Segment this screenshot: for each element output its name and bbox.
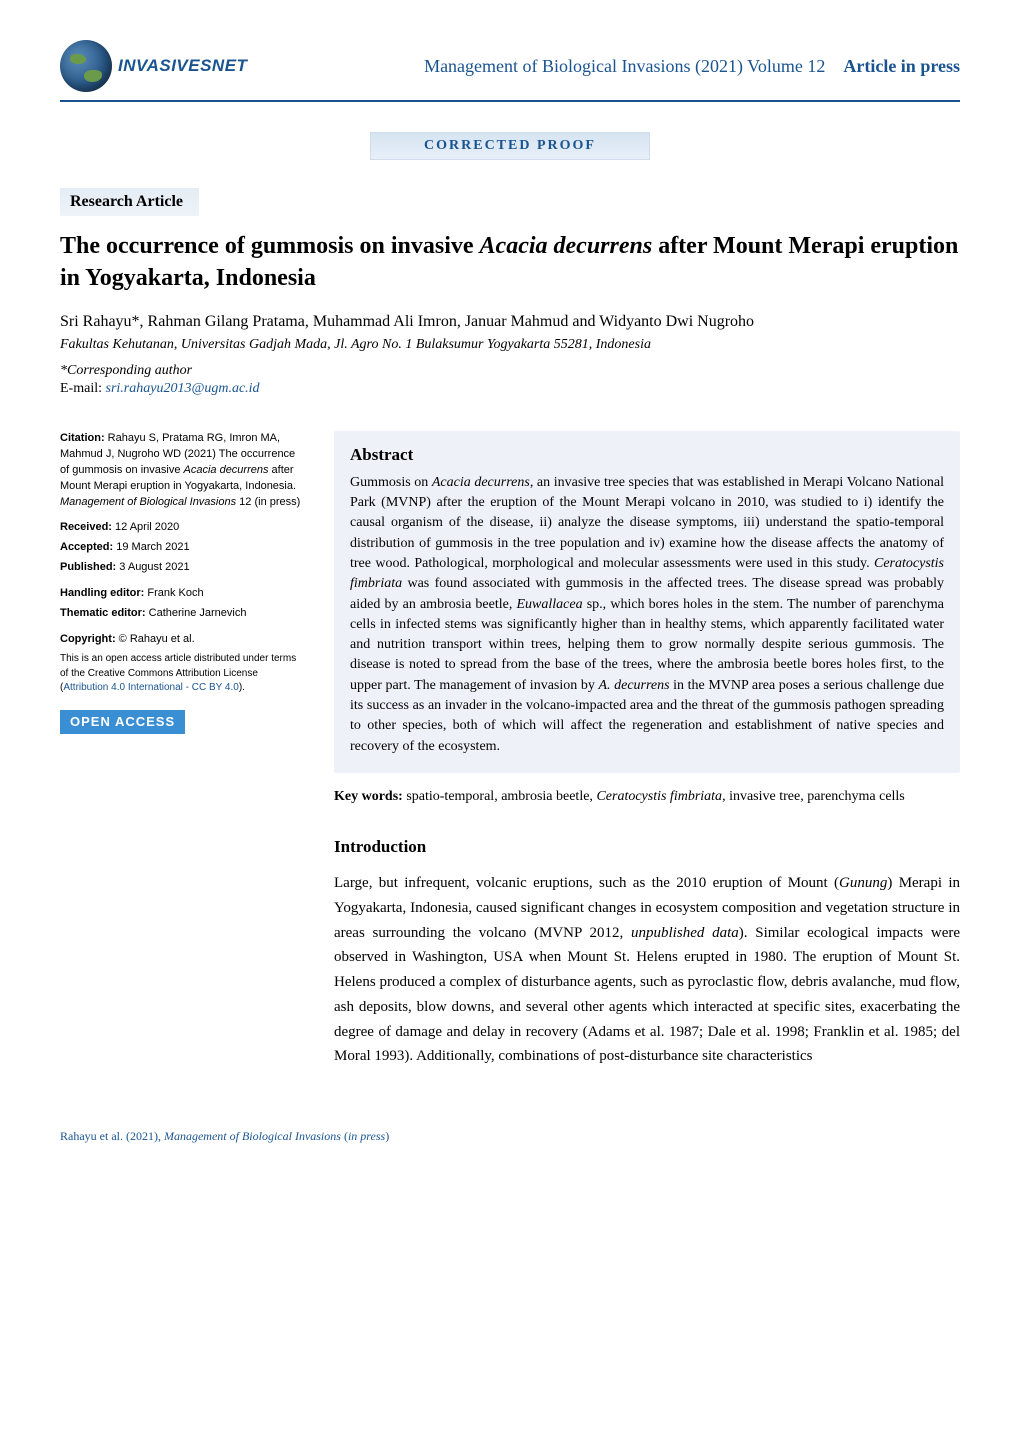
affiliation: Fakultas Kehutanan, Universitas Gadjah M… <box>60 337 960 353</box>
email-prefix: E-mail: <box>60 381 106 396</box>
citation-block: Citation: Rahayu S, Pratama RG, Imron MA… <box>60 431 306 511</box>
abstract-box: Abstract Gummosis on Acacia decurrens, a… <box>334 431 960 773</box>
main-content: Abstract Gummosis on Acacia decurrens, a… <box>334 431 960 1069</box>
article-title: The occurrence of gummosis on invasive A… <box>60 230 960 295</box>
accepted-row: Accepted: 19 March 2021 <box>60 540 306 556</box>
page-header: INVASIVESNET Management of Biological In… <box>60 40 960 92</box>
copyright-row: Copyright: © Rahayu et al. <box>60 632 306 648</box>
logo-text: INVASIVESNET <box>118 56 247 76</box>
proof-badge: CORRECTED PROOF <box>370 132 650 160</box>
page-footer: Rahayu et al. (2021), Management of Biol… <box>60 1129 960 1144</box>
introduction-body: Large, but infrequent, volcanic eruption… <box>334 871 960 1069</box>
sidebar: Citation: Rahayu S, Pratama RG, Imron MA… <box>60 431 306 1069</box>
globe-icon <box>60 40 112 92</box>
thematic-editor-row: Thematic editor: Catherine Jarnevich <box>60 606 306 622</box>
logo: INVASIVESNET <box>60 40 247 92</box>
email-link[interactable]: sri.rahayu2013@ugm.ac.id <box>106 381 260 396</box>
journal-name: Management of Biological Invasions (2021… <box>424 56 825 76</box>
keywords-label: Key words: <box>334 789 403 804</box>
received-row: Received: 12 April 2020 <box>60 520 306 536</box>
license-link[interactable]: Attribution 4.0 International - CC BY 4.… <box>63 682 238 693</box>
title-species: Acacia decurrens <box>480 233 653 259</box>
corresponding-label: *Corresponding author <box>60 363 192 378</box>
handling-editor-row: Handling editor: Frank Koch <box>60 586 306 602</box>
citation-label: Citation: <box>60 432 105 444</box>
header-rule <box>60 100 960 102</box>
introduction-heading: Introduction <box>334 837 960 857</box>
abstract-heading: Abstract <box>350 445 944 465</box>
title-pre: The occurrence of gummosis on invasive <box>60 233 480 259</box>
article-status: Article in press <box>843 56 960 76</box>
keywords: Key words: spatio-temporal, ambrosia bee… <box>334 787 960 807</box>
corresponding-email-line: E-mail: sri.rahayu2013@ugm.ac.id <box>60 381 960 397</box>
section-label: Research Article <box>60 188 199 216</box>
open-access-badge: OPEN ACCESS <box>60 710 185 735</box>
footer-citation: Rahayu et al. (2021), Management of Biol… <box>60 1129 389 1144</box>
license-text: This is an open access article distribut… <box>60 652 306 696</box>
journal-title: Management of Biological Invasions (2021… <box>424 56 960 77</box>
published-row: Published: 3 August 2021 <box>60 560 306 576</box>
keywords-text: spatio-temporal, ambrosia beetle, Cerato… <box>403 789 905 804</box>
authors: Sri Rahayu*, Rahman Gilang Pratama, Muha… <box>60 313 960 331</box>
abstract-body: Gummosis on Acacia decurrens, an invasiv… <box>350 473 944 757</box>
